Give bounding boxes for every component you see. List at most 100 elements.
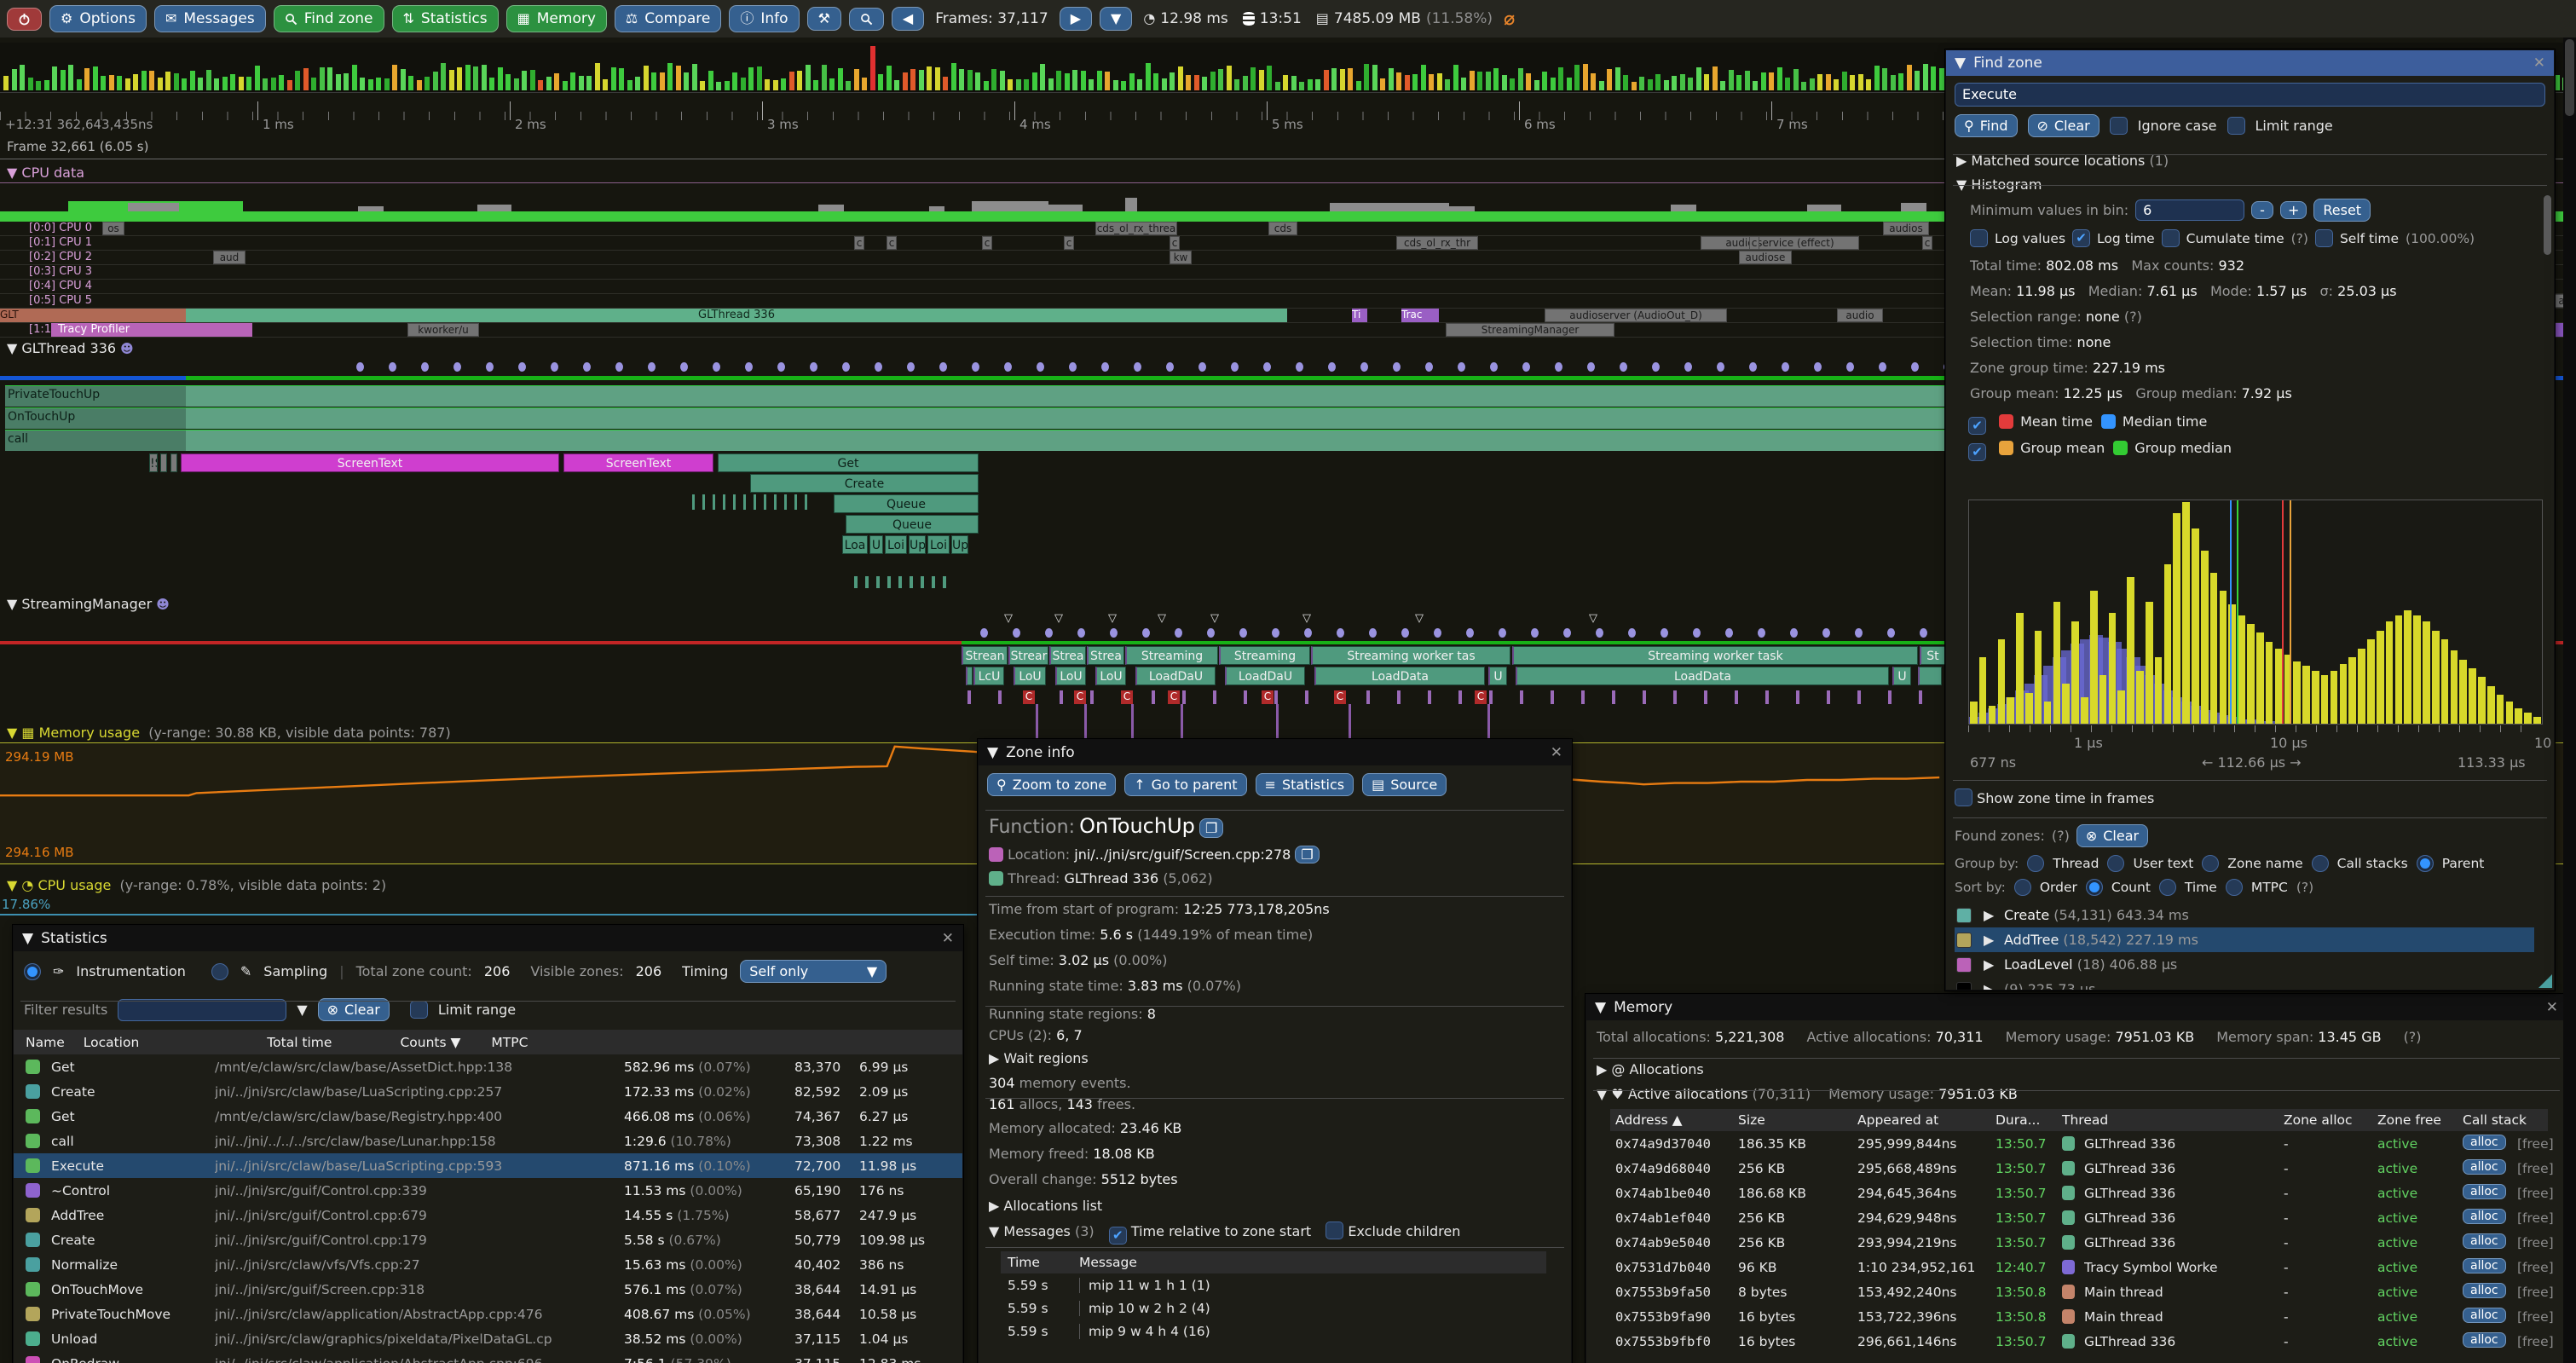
sm-zone[interactable]: Strea — [1087, 646, 1124, 665]
options-button[interactable]: ⚙ Options — [49, 5, 147, 32]
sm-zone[interactable] — [966, 667, 973, 685]
gl-zone[interactable]: ScreenText — [181, 453, 559, 472]
bin-plus-button[interactable]: + — [2279, 201, 2307, 219]
cpu-zone-box[interactable]: audio — [1837, 309, 1883, 322]
exclude-children-checkbox[interactable] — [1326, 1222, 1344, 1239]
gl-zone[interactable]: ScreenText — [563, 453, 713, 472]
sm-zone[interactable]: Streaming — [1125, 646, 1218, 665]
alloc-button[interactable]: alloc — [2463, 1283, 2506, 1298]
zone-statistics-button[interactable]: ≡ Statistics — [1255, 773, 1354, 796]
table-row[interactable]: OnRedraw jni/../jni/src/claw/application/… — [14, 1351, 962, 1363]
allocation-row[interactable]: 0x74ab1be040 186.68 KB 294,645,364ns 13:50.… — [1610, 1181, 2554, 1205]
sm-zone[interactable]: Strear — [1008, 646, 1048, 665]
alloc-button[interactable]: alloc — [2463, 1159, 2506, 1175]
relative-time-checkbox[interactable] — [1108, 1227, 1127, 1245]
cpu6-small-zone[interactable]: Trac — [1401, 309, 1439, 322]
gl-zone[interactable]: Up — [951, 535, 968, 554]
cpu-row-label[interactable]: [0:0] CPU 0 — [29, 222, 93, 234]
glthread-header[interactable]: ▼ GLThread 336 ☻ — [7, 340, 134, 356]
resize-grip[interactable] — [2538, 974, 2552, 988]
message-row[interactable]: 5.59 s mip 10 w 2 h 2 (4) — [1001, 1297, 1546, 1320]
cumulate-time-checkbox[interactable] — [2161, 229, 2180, 247]
find-zone-input[interactable]: Execute — [1955, 83, 2545, 107]
sm-zone[interactable]: U — [1488, 667, 1507, 685]
panel-scrollbar[interactable] — [2544, 195, 2551, 979]
prev-frame-button[interactable]: ◀ — [891, 7, 925, 31]
sort-by-radio[interactable] — [2158, 879, 2176, 896]
clear-button[interactable]: ⊘ Clear — [2027, 114, 2099, 137]
frame-marker-icon[interactable]: ▽ — [1108, 612, 1117, 625]
info-button[interactable]: ⓘ Info — [729, 5, 800, 32]
show-zone-time-checkbox[interactable] — [1955, 788, 1972, 806]
wait-regions-expander[interactable]: ▶ Wait regions — [989, 1050, 1089, 1066]
column-header[interactable]: Total time — [267, 1034, 332, 1050]
sm-zone[interactable]: Strean — [962, 646, 1008, 665]
bin-minus-button[interactable]: - — [2251, 201, 2273, 219]
reset-button[interactable]: Reset — [2313, 199, 2371, 222]
frame-marker-icon[interactable]: ▽ — [1302, 612, 1311, 625]
gl-zone[interactable] — [170, 453, 177, 472]
sm-zone[interactable]: LoadData — [1314, 667, 1485, 685]
sm-error-zone[interactable]: C — [1334, 690, 1346, 704]
gl-zone[interactable]: Loi — [927, 535, 950, 554]
cpu-zone-box[interactable]: audioserver (AudioOut_D) — [1545, 309, 1727, 322]
histogram-plot[interactable] — [1968, 500, 2543, 725]
column-header[interactable]: Zone free — [2377, 1112, 2441, 1128]
crosshair-disabled-icon[interactable]: ⌀ — [1504, 8, 1516, 30]
memory-titlebar[interactable]: ▼ Memory ✕ — [1586, 995, 2567, 1020]
allocation-row[interactable]: 0x74a9d37040 186.35 KB 295,999,844ns 13:50.… — [1610, 1131, 2554, 1156]
column-header[interactable]: Counts ▼ — [400, 1034, 461, 1050]
source-button[interactable]: ▤ Source — [1362, 773, 1447, 796]
column-header[interactable]: Size — [1738, 1112, 1765, 1128]
zoom-to-zone-button[interactable]: ⚲ Zoom to zone — [987, 773, 1117, 796]
sm-zone[interactable]: St — [1920, 646, 1945, 665]
cpu-usage-header[interactable]: ▼ ◔ CPU usage (y-range: 0.78%, visible d… — [7, 877, 387, 893]
cpu-row-label[interactable]: [0:2] CPU 2 — [29, 251, 93, 263]
tools-button[interactable]: ⚒ — [806, 7, 841, 31]
sm-zone[interactable]: LoU — [1055, 667, 1086, 685]
filter-input[interactable] — [118, 998, 287, 1021]
copy-clipboard-icon[interactable]: ❐ — [1295, 846, 1320, 863]
gl-zone[interactable]: Queue — [846, 515, 979, 534]
expand-triangle-icon[interactable]: ▶ — [1984, 932, 1995, 948]
group-by-radio[interactable] — [2027, 855, 2045, 872]
cpu-zone-box[interactable]: kworker/u — [407, 323, 479, 337]
frame-marker-icon[interactable]: ▽ — [1415, 612, 1424, 625]
main-scrollbar[interactable] — [2563, 38, 2576, 1363]
sm-error-zone[interactable]: C — [1074, 690, 1086, 704]
gl-zone[interactable]: Up — [909, 535, 926, 554]
gl-zone[interactable]: Create — [750, 474, 979, 493]
gl-zone[interactable]: Loa — [842, 535, 868, 554]
allocation-row[interactable]: 0x7553b9fa50 8 bytes 153,492,240ns 13:50.8 M… — [1610, 1279, 2554, 1304]
frame-marker-icon[interactable]: ▽ — [1589, 612, 1597, 625]
memory-usage-header[interactable]: ▼ ▦ Memory usage (y-range: 30.88 KB, vis… — [7, 725, 451, 741]
column-header[interactable]: Dura... — [1996, 1112, 2041, 1128]
cpu-row-label[interactable]: [0:1] CPU 1 — [29, 236, 93, 249]
group-by-radio[interactable] — [2416, 855, 2434, 872]
column-header[interactable]: Location — [83, 1034, 140, 1050]
frame-marker-icon[interactable]: ▽ — [1158, 612, 1166, 625]
allocation-row[interactable]: 0x7531d7b040 96 KB 1:10 234,952,161 12:40.7… — [1610, 1255, 2554, 1279]
found-zone-row[interactable]: ▶ (9) 225.73 μs — [1955, 977, 2534, 990]
messages-expander[interactable]: ▼ Messages (3) Time relative to zone sta… — [979, 1214, 1571, 1245]
sm-zone[interactable]: LcU — [973, 667, 1004, 685]
log-time-checkbox[interactable] — [2072, 229, 2091, 247]
compare-button[interactable]: ⚖ Compare — [614, 5, 722, 32]
gl-zone[interactable]: Loi — [885, 535, 907, 554]
cpu6-small-zone[interactable]: Ti — [1352, 309, 1367, 322]
close-icon[interactable]: ✕ — [2545, 999, 2558, 1016]
cpu-zone-box[interactable]: cds — [1268, 222, 1297, 235]
alloc-button[interactable]: alloc — [2463, 1135, 2506, 1150]
sm-zone[interactable]: Streaming worker tas — [1311, 646, 1510, 665]
table-row[interactable]: Unload jni/../jni/src/claw/graphics/pixel… — [14, 1326, 962, 1351]
table-row[interactable]: PrivateTouchMove jni/../jni/src/claw/appl… — [14, 1302, 962, 1326]
close-icon[interactable]: ✕ — [941, 930, 954, 947]
sm-zone[interactable] — [1918, 667, 1942, 685]
table-row[interactable]: Normalize jni/../jni/src/claw/vfs/Vfs.cpp… — [14, 1252, 962, 1277]
streamingmanager-header[interactable]: ▼ StreamingManager ☻ — [7, 596, 170, 612]
alloc-button[interactable]: alloc — [2463, 1332, 2506, 1348]
cpu-row-label[interactable]: [0:3] CPU 3 — [29, 265, 93, 278]
zoom-button[interactable] — [848, 7, 884, 31]
allocation-row[interactable]: 0x7553b9fbf0 16 bytes 296,661,146ns 13:50.7… — [1610, 1329, 2554, 1354]
column-header[interactable]: Name — [26, 1034, 65, 1050]
